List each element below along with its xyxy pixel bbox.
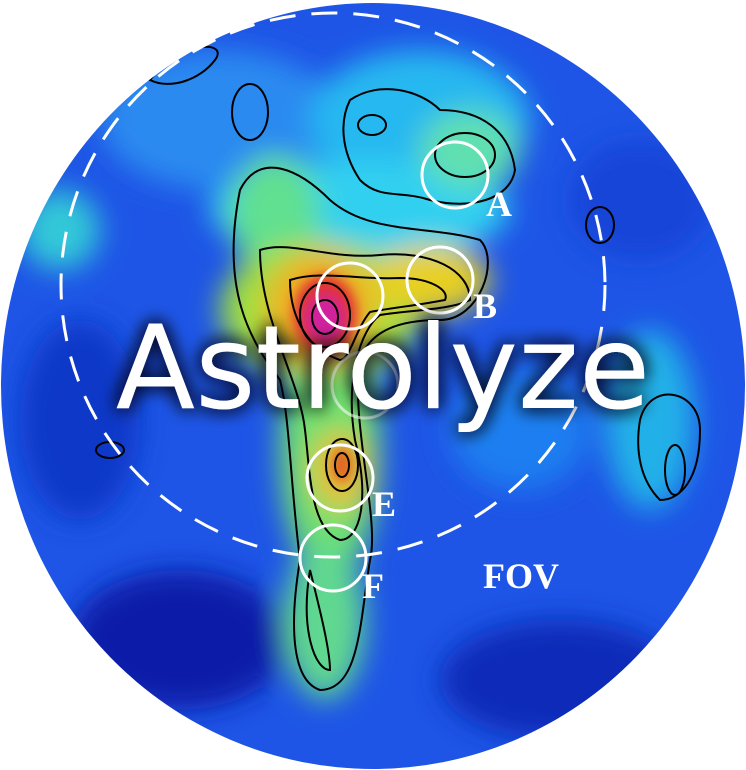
fov-markers [59,11,607,593]
region-circle [305,443,375,513]
contours [95,45,702,692]
region-label: B [473,286,497,326]
region-circle [420,140,490,210]
region-circle [315,261,385,331]
region-circle [330,350,400,420]
fov-label: FOV [483,556,559,596]
region-label: A [486,184,512,224]
region-label: F [362,566,384,606]
region-circle [298,523,368,593]
region-label: E [372,484,396,524]
title: Astrolyze [116,301,651,436]
region-circle [405,245,475,315]
fov-circle [59,11,607,559]
